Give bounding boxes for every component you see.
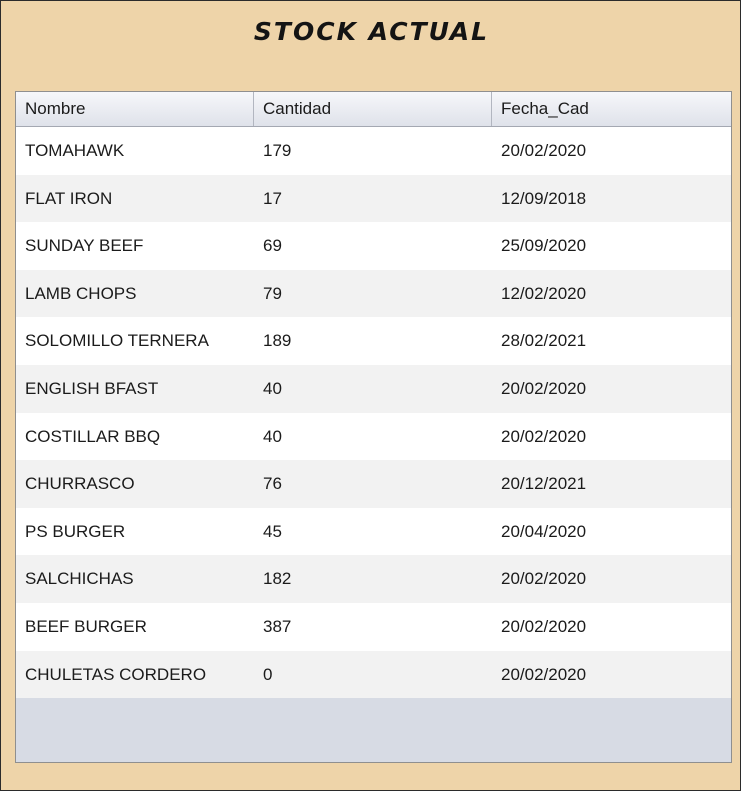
cell-nombre[interactable]: CHULETAS CORDERO xyxy=(25,664,207,684)
cell-cantidad[interactable]: 40 xyxy=(263,378,282,398)
cell-nombre[interactable]: COSTILLAR BBQ xyxy=(25,426,161,446)
cell-nombre[interactable]: SALCHICHAS xyxy=(25,569,134,589)
cell-cantidad[interactable]: 182 xyxy=(263,569,292,589)
table-body: TOMAHAWK 179 20/02/2020 FLAT IRON 17 12/09/20… xyxy=(16,127,731,699)
page-title: STOCK ACTUAL xyxy=(253,17,490,46)
cell-fecha-cad[interactable]: 12/02/2020 xyxy=(501,283,587,303)
table-row[interactable]: CHURRASCO 76 20/12/2021 xyxy=(16,460,731,508)
cell-nombre[interactable]: FLAT IRON xyxy=(25,188,113,208)
cell-fecha-cad[interactable]: 28/02/2021 xyxy=(501,331,587,351)
table-row[interactable]: FLAT IRON 17 12/09/2018 xyxy=(16,174,731,223)
column-header-cantidad[interactable]: Cantidad xyxy=(254,92,492,126)
cell-cantidad[interactable]: 179 xyxy=(263,141,292,160)
cell-nombre[interactable]: CHURRASCO xyxy=(25,474,135,494)
cell-cantidad[interactable]: 17 xyxy=(263,188,282,208)
cell-cantidad[interactable]: 40 xyxy=(263,426,282,446)
cell-nombre[interactable]: BEEF BURGER xyxy=(25,616,147,636)
cell-fecha-cad[interactable]: 20/02/2020 xyxy=(501,664,587,684)
table-row[interactable]: SUNDAY BEEF 69 25/09/2020 xyxy=(16,222,731,270)
cell-nombre[interactable]: LAMB CHOPS xyxy=(25,283,137,303)
cell-nombre[interactable]: PS BURGER xyxy=(25,521,126,541)
cell-nombre[interactable]: SUNDAY BEEF xyxy=(25,236,144,256)
cell-fecha-cad[interactable]: 20/04/2020 xyxy=(501,521,587,541)
cell-cantidad[interactable]: 79 xyxy=(263,283,282,303)
cell-fecha-cad[interactable]: 20/02/2020 xyxy=(501,616,587,636)
cell-fecha-cad[interactable]: 20/02/2020 xyxy=(501,141,587,160)
cell-cantidad[interactable]: 45 xyxy=(263,521,282,541)
cell-cantidad[interactable]: 387 xyxy=(263,616,292,636)
cell-fecha-cad[interactable]: 20/12/2021 xyxy=(501,474,587,494)
table-row[interactable]: PS BURGER 45 20/04/2020 xyxy=(16,507,731,556)
table-row[interactable]: SALCHICHAS 182 20/02/2020 xyxy=(16,555,731,603)
cell-fecha-cad[interactable]: 20/02/2020 xyxy=(501,569,587,589)
cell-fecha-cad[interactable]: 20/02/2020 xyxy=(501,378,587,398)
cell-fecha-cad[interactable]: 20/02/2020 xyxy=(501,426,587,446)
cell-cantidad[interactable]: 76 xyxy=(263,474,282,494)
table-row[interactable]: LAMB CHOPS 79 12/02/2020 xyxy=(16,269,731,318)
table-row[interactable]: COSTILLAR BBQ 40 20/02/2020 xyxy=(16,412,731,461)
cell-cantidad[interactable]: 189 xyxy=(263,331,292,351)
cell-nombre[interactable]: TOMAHAWK xyxy=(25,141,125,160)
table-row[interactable]: SOLOMILLO TERNERA 189 28/02/2021 xyxy=(16,317,731,365)
cell-fecha-cad[interactable]: 12/09/2018 xyxy=(501,188,587,208)
stock-table[interactable]: Nombre Cantidad Fecha_Cad TOMAHAWK 179 20/… xyxy=(15,91,732,763)
table-row[interactable]: CHULETAS CORDERO 0 20/02/2020 xyxy=(16,650,731,699)
cell-cantidad[interactable]: 0 xyxy=(263,664,273,684)
table-header: Nombre Cantidad Fecha_Cad xyxy=(16,92,731,127)
table-row[interactable]: TOMAHAWK 179 20/02/2020 xyxy=(16,127,731,175)
cell-nombre[interactable]: SOLOMILLO TERNERA xyxy=(25,331,209,351)
table-row[interactable]: BEEF BURGER 387 20/02/2020 xyxy=(16,602,731,651)
cell-fecha-cad[interactable]: 25/09/2020 xyxy=(501,236,587,256)
cell-nombre[interactable]: ENGLISH BFAST xyxy=(25,378,159,398)
column-header-fecha-cad[interactable]: Fecha_Cad xyxy=(501,99,589,118)
cell-cantidad[interactable]: 69 xyxy=(263,236,282,256)
table-row[interactable]: ENGLISH BFAST 40 20/02/2020 xyxy=(16,364,731,413)
column-header-nombre[interactable]: Nombre xyxy=(16,92,254,126)
